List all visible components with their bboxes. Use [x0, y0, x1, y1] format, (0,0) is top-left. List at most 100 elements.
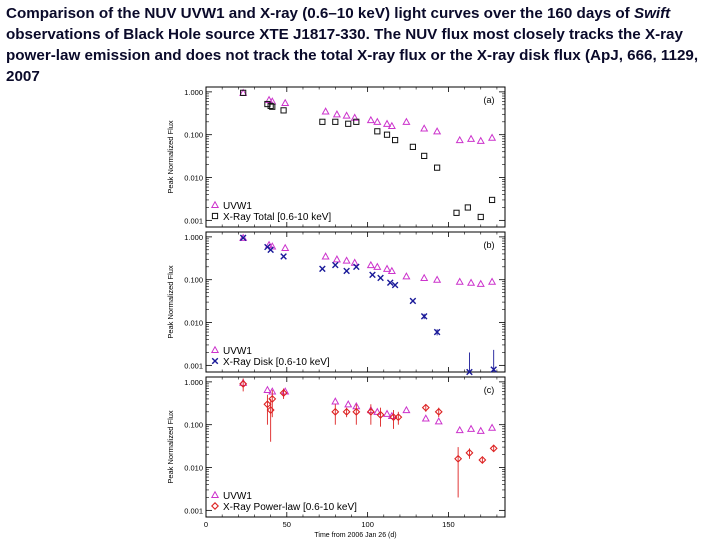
data-point-triangle	[488, 133, 497, 141]
data-point-triangle	[488, 423, 497, 431]
data-point-diamond	[342, 407, 351, 416]
x-tick-label: 150	[442, 520, 455, 529]
y-tick-label: 0.010	[184, 174, 203, 183]
panel-1: 1.000 0.100 0.010 0.001 Peak Normalized Flux…	[166, 86, 506, 228]
y-tick-label: 1.000	[184, 233, 203, 242]
y-axis-label: Peak Normalized Flux	[166, 410, 175, 484]
data-point-diamond	[394, 413, 403, 422]
data-point-x	[420, 312, 428, 320]
data-point-triangle	[488, 277, 497, 285]
data-point-x	[353, 263, 360, 271]
data-point-x	[211, 357, 219, 365]
y-axis-label: Peak Normalized Flux	[166, 120, 175, 194]
data-point-diamond	[489, 444, 498, 453]
data-point-x	[332, 261, 339, 269]
data-point-triangle	[344, 400, 353, 408]
data-point-triangle	[420, 273, 429, 281]
data-point-square	[374, 128, 381, 135]
legend-entry: X-Ray Disk [0.6-10 keV]	[223, 357, 330, 368]
data-point-square	[211, 212, 219, 220]
series-xray	[239, 234, 497, 376]
data-point-diamond	[268, 394, 277, 403]
data-point-triangle	[382, 409, 392, 417]
panel-3: 1.000 0.100 0.010 0.001 Peak Normalized Flux…	[166, 376, 506, 539]
data-point-x	[343, 267, 350, 275]
data-point-triangle	[455, 135, 464, 144]
data-point-triangle	[350, 113, 359, 121]
y-tick-label: 1.000	[184, 88, 203, 97]
data-point-triangle	[373, 262, 382, 270]
data-point-square	[421, 152, 428, 160]
data-point-triangle	[387, 266, 396, 275]
light-curve-figure: 1.000 0.100 0.010 0.001 Peak Normalized Flux…	[166, 86, 506, 539]
data-point-diamond	[352, 407, 361, 416]
data-point-square	[240, 89, 247, 96]
data-point-triangle	[402, 405, 411, 414]
data-point-triangle	[434, 417, 443, 425]
data-point-triangle	[281, 98, 290, 107]
legend-entry: UVW1	[223, 491, 252, 502]
legend-entry: UVW1	[223, 346, 252, 357]
data-point-diamond	[434, 407, 443, 416]
series-uvw1	[239, 233, 497, 287]
data-point-triangle	[342, 256, 351, 264]
data-point-triangle	[476, 426, 485, 434]
data-point-triangle	[467, 278, 476, 286]
data-point-square	[391, 136, 399, 144]
data-point-diamond	[376, 410, 385, 419]
data-point-x	[409, 297, 417, 305]
data-point-x	[280, 253, 287, 260]
data-point-triangle	[332, 255, 341, 263]
data-point-triangle	[467, 134, 476, 142]
data-point-triangle	[239, 233, 248, 241]
data-point-square	[319, 118, 326, 125]
data-point-square	[464, 204, 471, 211]
legend-entry: UVW1	[223, 201, 252, 212]
data-point-square	[332, 118, 339, 125]
data-point-triangle	[433, 127, 442, 135]
data-point-triangle	[366, 260, 375, 269]
data-point-triangle	[402, 117, 411, 125]
data-point-triangle	[281, 243, 290, 252]
panel-label: (b)	[484, 240, 495, 250]
caption-text-1: Comparison of the NUV UVW1 and X-ray (0.…	[6, 5, 634, 22]
data-point-x	[386, 279, 394, 287]
data-point-triangle	[382, 119, 392, 127]
data-point-triangle	[264, 95, 274, 103]
data-point-x	[490, 366, 497, 373]
data-point-x	[466, 368, 473, 376]
data-point-triangle	[455, 425, 464, 434]
data-point-diamond	[421, 403, 430, 412]
data-point-square	[269, 103, 276, 110]
data-point-x	[267, 246, 274, 254]
legend-entry: X-Ray Power-law [0.6-10 keV]	[223, 502, 357, 513]
data-point-triangle	[331, 397, 340, 405]
data-point-diamond	[266, 406, 275, 415]
data-point-triangle	[321, 107, 330, 115]
series-xray	[239, 378, 498, 498]
data-point-triangle	[321, 252, 330, 260]
data-point-triangle	[373, 407, 382, 415]
data-point-triangle	[420, 124, 429, 132]
y-tick-label: 0.100	[184, 276, 203, 285]
data-point-square	[477, 213, 484, 221]
y-tick-label: 0.100	[184, 131, 203, 140]
data-point-square	[453, 209, 460, 216]
data-point-diamond	[263, 400, 272, 409]
data-point-square	[353, 118, 360, 125]
y-tick-label: 1.000	[184, 378, 203, 387]
y-axis-label: Peak Normalized Flux	[166, 265, 175, 339]
y-tick-label: 0.001	[184, 361, 203, 370]
panel-2: 1.000 0.100 0.010 0.001 Peak Normalized Flux…	[166, 231, 506, 376]
figure-caption: Comparison of the NUV UVW1 and X-ray (0.…	[6, 3, 714, 87]
panel-label: (a)	[484, 95, 495, 105]
y-tick-label: 0.010	[184, 319, 203, 328]
data-point-triangle	[332, 110, 341, 118]
y-tick-label: 0.001	[184, 506, 203, 515]
data-point-triangle	[476, 279, 485, 287]
x-tick-label: 50	[283, 520, 291, 529]
data-point-triangle	[366, 115, 375, 124]
series-xray	[240, 89, 496, 221]
data-point-triangle	[373, 117, 382, 125]
